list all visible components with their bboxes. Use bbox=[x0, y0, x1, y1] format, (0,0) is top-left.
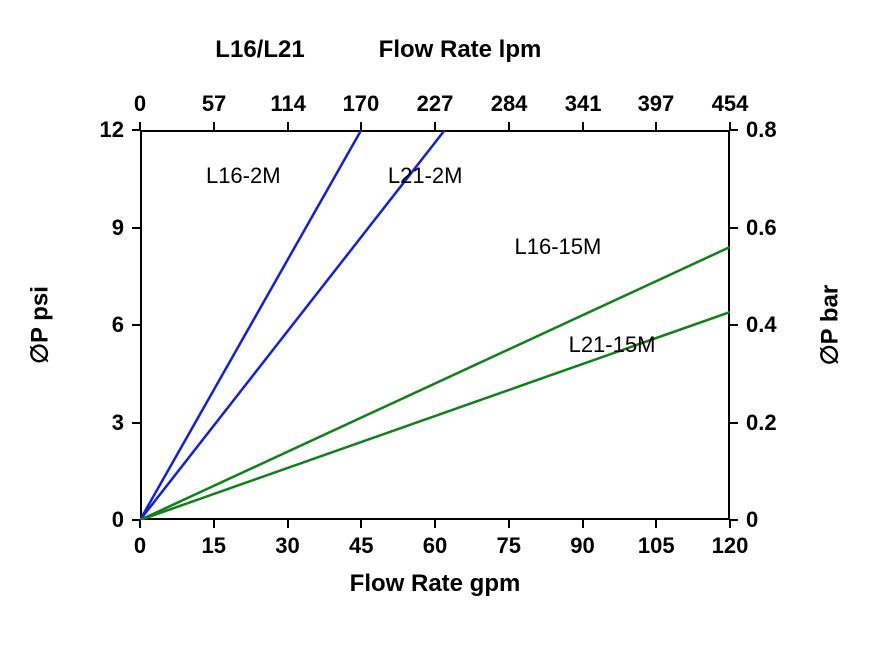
series-L16-2M bbox=[140, 130, 361, 520]
series-label-L21-2M: L21-2M bbox=[388, 163, 463, 189]
series-layer bbox=[0, 0, 882, 650]
series-label-L16-15M: L16-15M bbox=[514, 234, 601, 260]
series-L21-2M bbox=[140, 130, 445, 520]
chart-stage: 0153045607590105120057114170227284341397… bbox=[0, 0, 882, 650]
series-L16-15M bbox=[140, 247, 730, 520]
series-label-L21-15M: L21-15M bbox=[569, 332, 656, 358]
series-label-L16-2M: L16-2M bbox=[206, 163, 281, 189]
